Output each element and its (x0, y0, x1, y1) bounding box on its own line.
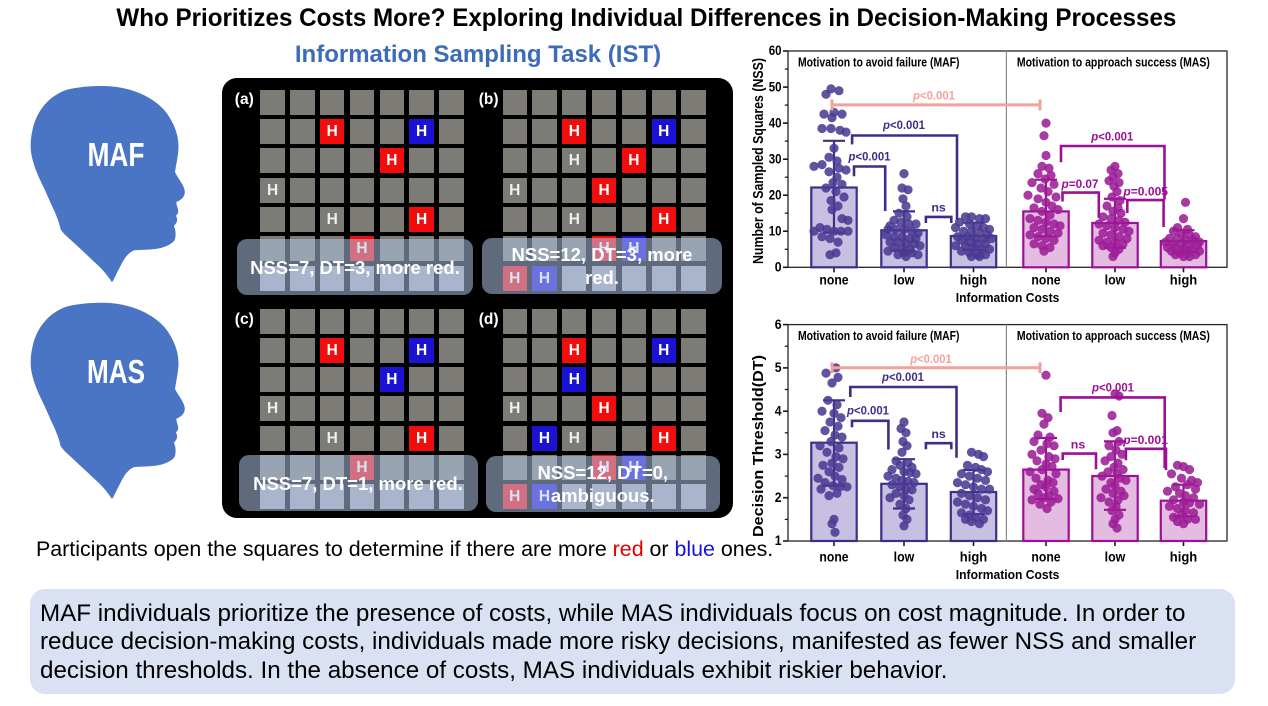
svg-text:p=0.005: p=0.005 (1122, 185, 1168, 199)
svg-text:40: 40 (769, 115, 782, 130)
svg-text:MAS: MAS (87, 353, 145, 390)
svg-text:Motivation to avoid failure (M: Motivation to avoid failure (MAF) (798, 56, 960, 70)
svg-text:0: 0 (775, 260, 782, 275)
svg-text:6: 6 (775, 317, 782, 332)
svg-text:Information Costs: Information Costs (956, 567, 1060, 582)
svg-text:high: high (1170, 273, 1197, 288)
svg-text:Decision Threshold(DT): Decision Threshold(DT) (751, 355, 767, 537)
svg-text:p=0.07: p=0.07 (1061, 177, 1099, 191)
svg-text:high: high (960, 550, 987, 565)
svg-text:high: high (1170, 550, 1197, 565)
svg-text:Motivation to avoid failure (M: Motivation to avoid failure (MAF) (798, 329, 960, 343)
svg-text:ns: ns (931, 201, 946, 215)
svg-text:low: low (894, 273, 915, 288)
svg-text:p<0.001: p<0.001 (1091, 381, 1134, 395)
svg-text:low: low (1105, 273, 1126, 288)
svg-text:p=0.001: p=0.001 (1122, 433, 1168, 447)
svg-text:p<0.001: p<0.001 (1090, 130, 1133, 144)
svg-text:none: none (819, 273, 848, 288)
svg-text:none: none (819, 550, 848, 565)
svg-text:low: low (894, 550, 915, 565)
svg-text:low: low (1105, 550, 1126, 565)
svg-text:50: 50 (769, 79, 782, 94)
svg-text:4: 4 (775, 403, 782, 418)
svg-text:p<0.001: p<0.001 (909, 352, 951, 366)
svg-text:none: none (1031, 550, 1060, 565)
svg-text:MAF: MAF (88, 136, 145, 173)
svg-text:p<0.001: p<0.001 (848, 149, 891, 163)
svg-text:p<0.001: p<0.001 (846, 404, 889, 418)
svg-text:Motivation to approach success: Motivation to approach success (MAS) (1017, 329, 1210, 343)
svg-text:p<0.001: p<0.001 (881, 370, 924, 384)
svg-text:p<0.001: p<0.001 (912, 89, 955, 103)
svg-text:ns: ns (1071, 438, 1086, 452)
svg-text:Motivation to approach success: Motivation to approach success (MAS) (1017, 56, 1210, 70)
svg-text:none: none (1031, 273, 1060, 288)
svg-text:Information Costs: Information Costs (956, 290, 1060, 305)
svg-text:2: 2 (775, 490, 782, 505)
svg-text:ns: ns (931, 427, 946, 441)
svg-text:20: 20 (769, 187, 782, 202)
svg-text:p<0.001: p<0.001 (882, 118, 925, 132)
svg-text:1: 1 (775, 533, 782, 548)
svg-text:3: 3 (775, 447, 782, 462)
svg-text:60: 60 (769, 43, 782, 58)
svg-text:5: 5 (775, 360, 782, 375)
svg-text:30: 30 (769, 151, 782, 166)
svg-text:10: 10 (769, 223, 782, 238)
svg-text:Number of Sampled Squares (NSS: Number of Sampled Squares (NSS) (751, 58, 767, 264)
svg-text:high: high (960, 273, 987, 288)
